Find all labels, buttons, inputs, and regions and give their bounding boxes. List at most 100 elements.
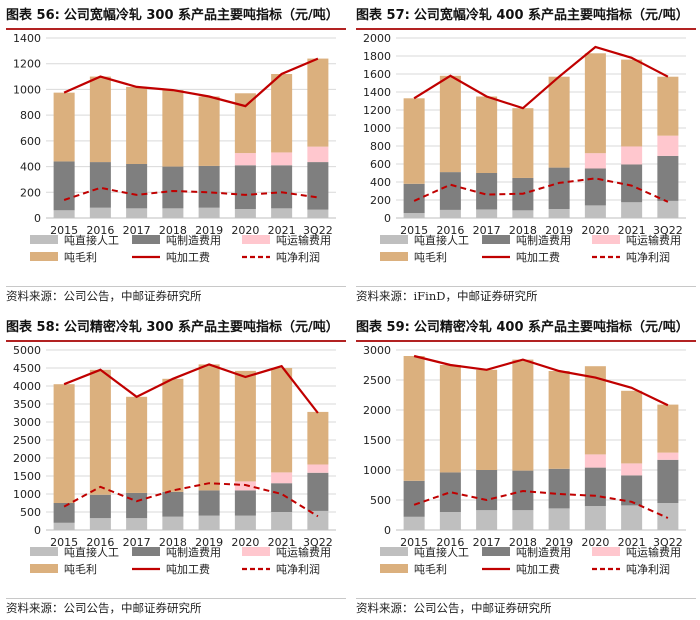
x-tick-label: 2016	[436, 536, 464, 549]
y-tick-label: 1000	[363, 464, 391, 477]
bar-segment	[621, 505, 643, 530]
bar-segment	[89, 369, 111, 495]
legend-label: 吨加工费	[516, 563, 560, 576]
legend-label: 吨直接人工	[64, 233, 119, 247]
x-tick-label: 2015	[400, 224, 428, 237]
legend-label: 吨加工费	[516, 251, 560, 264]
bar-segment	[584, 205, 606, 218]
panel-title-prefix: 图表 59:	[356, 320, 410, 335]
legend-swatch	[380, 564, 408, 573]
x-tick-label: 2017	[473, 224, 501, 237]
legend-swatch	[482, 547, 510, 556]
bar-segment	[126, 396, 148, 493]
y-tick-label: 2500	[363, 374, 391, 387]
y-tick-label: 3500	[13, 398, 41, 411]
bar-segment	[53, 92, 75, 162]
x-tick-label: 2021	[268, 224, 296, 237]
y-tick-label: 1000	[13, 488, 41, 501]
bar-segment	[657, 200, 679, 218]
legend-swatch	[30, 252, 58, 261]
bar-segment	[198, 165, 220, 208]
bar-segment	[476, 470, 498, 511]
legend-swatch	[30, 235, 58, 244]
legend-swatch	[380, 547, 408, 556]
bar-segment	[476, 369, 498, 470]
y-tick-label: 1800	[363, 50, 391, 63]
bar-segment	[476, 96, 498, 173]
y-tick-label: 1500	[13, 470, 41, 483]
bar-segment	[403, 183, 425, 214]
legend-label: 吨毛利	[414, 563, 447, 576]
series-line-processing-fee	[413, 354, 669, 407]
x-tick-label: 2017	[123, 536, 151, 549]
bar-segment	[403, 356, 425, 481]
bar-segment	[126, 164, 148, 209]
bar-segment	[512, 510, 534, 530]
bar-segment	[126, 208, 148, 218]
bar-segment	[512, 108, 534, 178]
bar-segment	[548, 371, 570, 469]
bar-segment	[476, 510, 498, 530]
bar-segment	[657, 404, 679, 453]
x-tick-label: 2019	[545, 536, 573, 549]
y-tick-label: 600	[370, 158, 391, 171]
x-tick-label: 2020	[231, 224, 259, 237]
y-tick-label: 4500	[13, 362, 41, 375]
legend-label: 吨制造费用	[516, 233, 571, 247]
x-tick-label: 3Q22	[303, 536, 333, 549]
bar-segment	[657, 135, 679, 156]
x-tick-label: 2020	[581, 224, 609, 237]
legend-label: 吨制造费用	[166, 545, 221, 559]
y-tick-label: 3000	[13, 416, 41, 429]
bar-segment	[621, 475, 643, 506]
legend-label: 吨净利润	[276, 250, 320, 264]
series-line-net-profit	[413, 177, 669, 203]
series-line-net-profit	[63, 482, 319, 518]
bar-segment	[271, 472, 293, 484]
bar-segment	[621, 390, 643, 464]
chart-panel-58: 图表 58: 公司精密冷轧 300 系产品主要吨指标（元/吨） 0 500 1000 1…	[6, 318, 346, 618]
bar-segment	[657, 503, 679, 530]
bar-segment	[126, 492, 148, 519]
bar-segment	[198, 96, 220, 166]
panel-title-prefix: 图表 57:	[356, 8, 410, 23]
panel-title-text: 公司精密冷轧 400 系产品主要吨指标（元/吨）	[413, 320, 689, 335]
x-tick-label: 3Q22	[653, 536, 683, 549]
legend-label: 吨制造费用	[166, 233, 221, 247]
bar-segment	[271, 512, 293, 530]
bar-segment	[198, 364, 220, 491]
x-tick-label: 2021	[268, 536, 296, 549]
y-tick-label: 500	[370, 494, 391, 507]
chart-57: 0 200 400 600 800 1000 1200 1400 1600 1800 2000 201…	[363, 32, 686, 264]
bar-segment	[198, 515, 220, 530]
bar-segment	[198, 207, 220, 218]
panel-title-text: 公司精密冷轧 300 系产品主要吨指标（元/吨）	[63, 320, 339, 335]
x-tick-label: 2016	[86, 224, 114, 237]
y-tick-label: 0	[34, 212, 41, 225]
legend-label: 吨净利润	[626, 250, 670, 264]
x-tick-label: 2018	[159, 536, 187, 549]
bar-segment	[621, 59, 643, 147]
legend-label: 吨净利润	[276, 562, 320, 576]
bar-segment	[439, 209, 461, 218]
chart-58: 0 500 1000 1500 2000 2500 3000 3500 4000 4500 5000…	[13, 344, 336, 576]
bar-segment	[89, 518, 111, 530]
legend-label: 吨毛利	[64, 251, 97, 264]
panel-title-text: 公司宽幅冷轧 400 系产品主要吨指标（元/吨）	[413, 8, 689, 23]
legend-label: 吨运输费用	[276, 545, 331, 559]
bar-segment	[53, 522, 75, 530]
bar-segment	[162, 516, 184, 530]
source-line: 资料来源：公司公告，中邮证券研究所	[6, 286, 346, 305]
chart-panel-59: 图表 59: 公司精密冷轧 400 系产品主要吨指标（元/吨） 0 500 1000 1…	[356, 318, 696, 618]
bar-segment	[307, 411, 329, 465]
x-tick-label: 2020	[231, 536, 259, 549]
y-tick-label: 0	[384, 212, 391, 225]
bar-segment	[271, 483, 293, 512]
legend-label: 吨运输费用	[276, 233, 331, 247]
bar-segment	[126, 518, 148, 530]
bar-segment	[53, 384, 75, 503]
bar-segment	[307, 58, 329, 147]
source-line: 资料来源：iFinD，中邮证券研究所	[356, 286, 696, 305]
bar-segment	[271, 74, 293, 153]
y-tick-label: 800	[20, 109, 41, 122]
